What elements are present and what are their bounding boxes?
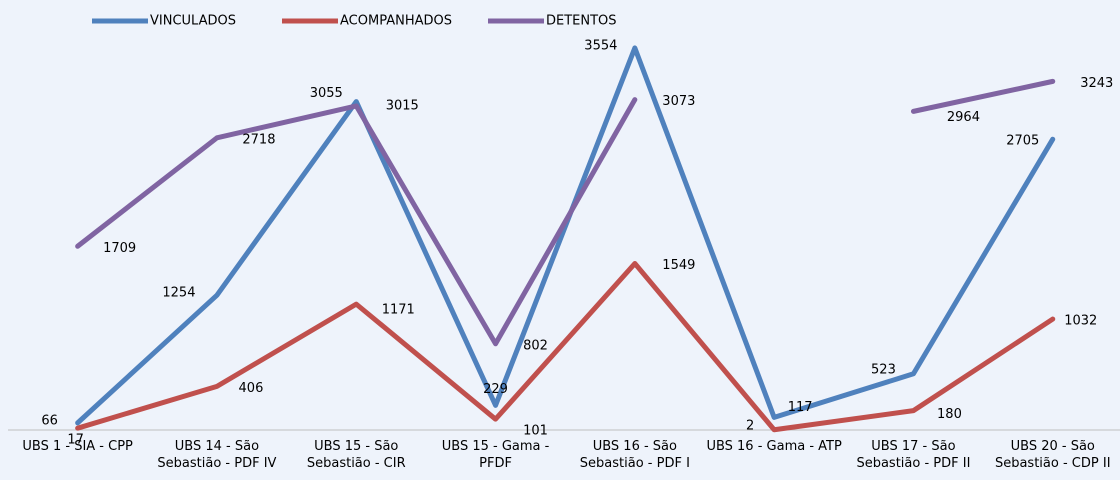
- data-label: 406: [239, 381, 264, 396]
- data-label: 17: [67, 433, 84, 448]
- series-line: [910, 78, 1056, 114]
- x-tick-label: UBS 14 - São Sebastião - PDF IV: [157, 439, 277, 471]
- legend-label: VINCULADOS: [150, 14, 236, 29]
- data-label: 3554: [584, 38, 617, 53]
- data-label: 523: [871, 362, 896, 377]
- data-label: 3055: [310, 86, 343, 101]
- data-label: 2705: [1006, 134, 1039, 149]
- series-line: [75, 97, 638, 347]
- data-label: 2: [746, 418, 754, 433]
- legend-label: DETENTOS: [546, 14, 617, 29]
- data-label: 3073: [662, 94, 695, 109]
- data-label: 802: [523, 338, 548, 353]
- data-label: 1254: [162, 286, 195, 301]
- data-label: 66: [41, 413, 58, 428]
- x-tick-label: UBS 15 - Gama - PFDF: [441, 439, 550, 471]
- x-tick-label: UBS 15 - São Sebastião - CIR: [306, 439, 406, 471]
- x-tick-label: UBS 20 - São Sebastião - CDP II: [994, 439, 1111, 471]
- x-tick-label: UBS 16 - Gama - ATP: [706, 439, 842, 454]
- data-label: 2964: [947, 110, 980, 125]
- data-label: 101: [523, 424, 548, 439]
- data-label: 1549: [662, 258, 695, 273]
- data-label: 1032: [1064, 314, 1097, 329]
- data-label: 1709: [103, 241, 136, 256]
- data-label: 3243: [1080, 76, 1113, 91]
- legend-label: ACOMPANHADOS: [340, 14, 452, 29]
- data-label: 3015: [386, 98, 419, 113]
- series-line: [75, 260, 1056, 433]
- data-label: 1171: [382, 303, 415, 318]
- data-label: 180: [937, 407, 962, 422]
- data-label: 2718: [242, 132, 275, 147]
- x-tick-label: UBS 1 - SIA - CPP: [22, 439, 133, 454]
- data-label: 117: [788, 400, 813, 415]
- series-line: [75, 45, 1056, 426]
- x-tick-label: UBS 17 - São Sebastião - PDF II: [856, 439, 971, 471]
- x-tick-label: UBS 16 - São Sebastião - PDF I: [579, 439, 690, 471]
- data-label: 229: [483, 382, 508, 397]
